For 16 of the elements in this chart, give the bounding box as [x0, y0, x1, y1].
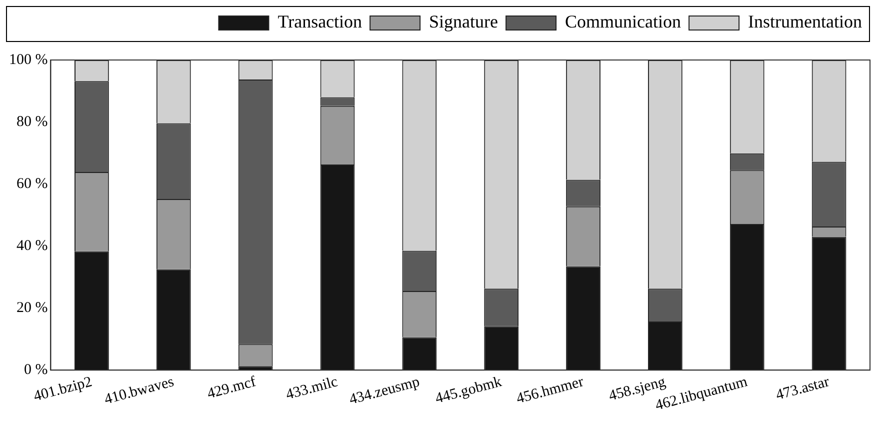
- legend-label: Signature: [429, 12, 498, 32]
- x-tick-label: 429.mcf: [206, 374, 258, 402]
- legend-label: Communication: [565, 12, 682, 32]
- y-tick-label: 20 %: [16, 300, 48, 316]
- x-tick-label: 434.zeusmp: [348, 374, 422, 408]
- legend-label: Transaction: [278, 12, 362, 32]
- x-tick-label: 410.bwaves: [102, 374, 176, 408]
- y-tick-label: 80 %: [16, 114, 48, 130]
- x-tick-label: 433.milc: [284, 374, 340, 404]
- x-tick-label: 473.astar: [774, 374, 832, 404]
- y-tick-label: 100 %: [8, 52, 48, 68]
- x-tick-label: 445.gobmk: [434, 374, 504, 408]
- y-tick-label: 40 %: [16, 238, 48, 254]
- y-tick-label: 60 %: [16, 176, 48, 192]
- legend-label: Instrumentation: [748, 12, 862, 32]
- x-tick-label: 456.hmmer: [514, 374, 586, 408]
